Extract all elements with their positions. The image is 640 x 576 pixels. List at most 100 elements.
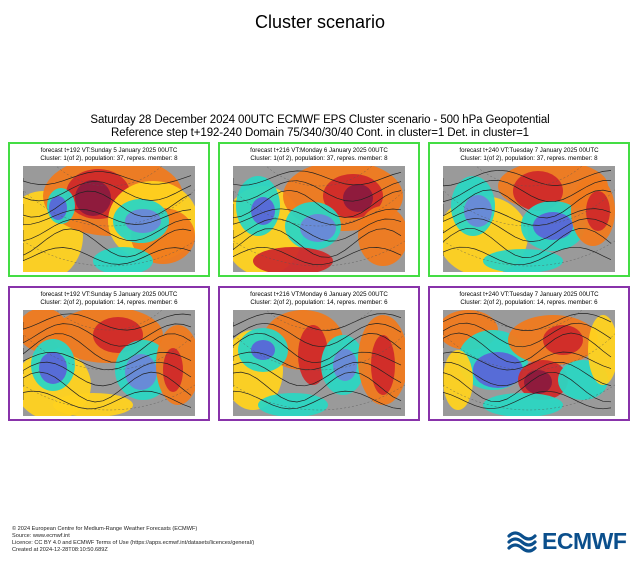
anomaly-area	[49, 196, 67, 220]
geopotential-contour	[443, 361, 612, 387]
anomaly-area	[343, 184, 373, 212]
panel-cluster-line: Cluster: 1(of 2), population: 37, repres…	[250, 154, 388, 162]
panel-forecast-line: forecast t+216 VT:Monday 6 January 2025 …	[250, 147, 388, 154]
map-panel-cluster1-t192: forecast t+192 VT:Sunday 5 January 2025 …	[8, 142, 210, 277]
geopotential-contour	[23, 351, 192, 370]
geopotential-contour	[23, 333, 192, 363]
panel-caption: forecast t+216 VT:Monday 6 January 2025 …	[220, 147, 418, 162]
anomaly-area	[93, 247, 153, 272]
latitude-gridline	[475, 310, 583, 331]
geopotential-contour	[443, 246, 612, 266]
geopotential-contour	[443, 371, 612, 403]
geopotential-contour	[443, 179, 611, 203]
geopotential-contour	[23, 208, 192, 226]
anomaly-area	[53, 393, 133, 416]
anomaly-area	[483, 249, 563, 272]
anomaly-area	[586, 191, 610, 231]
anomaly-area	[125, 354, 157, 390]
latitude-gridline	[23, 333, 195, 371]
geopotential-contour	[23, 218, 192, 242]
geopotential-map	[443, 166, 615, 272]
geopotential-contour	[233, 332, 402, 364]
geopotential-contour	[23, 390, 192, 410]
geopotential-contour	[443, 217, 612, 242]
geopotential-contour	[23, 323, 192, 347]
chart-header-line2: Reference step t+192-240 Domain 75/340/3…	[111, 127, 529, 139]
geopotential-contour	[23, 247, 192, 265]
panel-forecast-line: forecast t+240 VT:Tuesday 7 January 2025…	[459, 147, 599, 154]
latitude-gridline	[443, 333, 615, 371]
geopotential-map	[443, 310, 615, 416]
anomaly-area	[258, 393, 328, 416]
anomaly-area	[513, 171, 563, 211]
geopotential-contour	[443, 189, 612, 219]
geopotential-contour	[443, 169, 612, 187]
geopotential-contour	[443, 227, 612, 258]
anomaly-area	[524, 370, 552, 394]
panel-forecast-line: forecast t+216 VT:Monday 6 January 2025 …	[250, 291, 388, 298]
geopotential-map	[233, 310, 405, 416]
panel-cluster-line: Cluster: 1(of 2), population: 37, repres…	[40, 154, 178, 162]
latitude-gridline	[265, 166, 373, 187]
anomaly-area	[473, 352, 523, 388]
ecmwf-logo-icon	[507, 531, 537, 553]
geopotential-contour	[233, 313, 402, 331]
map-panel-cluster1-t216: forecast t+216 VT:Monday 6 January 2025 …	[218, 142, 420, 277]
panel-forecast-line: forecast t+192 VT:Sunday 5 January 2025 …	[40, 291, 178, 298]
geopotential-map	[233, 166, 405, 272]
latitude-gridline	[55, 166, 163, 187]
panel-cluster-line: Cluster: 2(of 2), population: 14, repres…	[40, 298, 178, 306]
anomaly-area	[358, 206, 405, 266]
map-panel-cluster1-t240: forecast t+240 VT:Tuesday 7 January 2025…	[428, 142, 630, 277]
ecmwf-logo-text: ECMWF	[542, 527, 627, 554]
anomaly-area	[75, 180, 111, 216]
geopotential-contour	[233, 180, 402, 202]
anomaly-area	[533, 212, 573, 240]
panel-caption: forecast t+216 VT:Monday 6 January 2025 …	[220, 291, 418, 306]
panel-caption: forecast t+240 VT:Tuesday 7 January 2025…	[430, 147, 628, 162]
map-panel-cluster2-t240: forecast t+240 VT:Tuesday 7 January 2025…	[428, 286, 630, 421]
footer-source: Source: www.ecmwf.int	[12, 533, 70, 539]
panel-forecast-line: forecast t+192 VT:Sunday 5 January 2025 …	[40, 147, 178, 154]
panel-caption: forecast t+192 VT:Sunday 5 January 2025 …	[10, 291, 208, 306]
map-panel-cluster2-t192: forecast t+192 VT:Sunday 5 January 2025 …	[8, 286, 210, 421]
geopotential-contour	[233, 218, 402, 242]
anomaly-area	[39, 352, 67, 384]
latitude-gridline	[265, 310, 373, 331]
latitude-gridline	[443, 189, 615, 227]
latitude-gridline	[475, 166, 583, 187]
anomaly-area	[543, 325, 583, 355]
geopotential-contour	[233, 361, 402, 387]
geopotential-contour	[23, 228, 192, 258]
geopotential-contour	[443, 208, 612, 226]
anomaly-area	[483, 393, 563, 416]
geopotential-map	[23, 166, 195, 272]
ecmwf-logo: ECMWF	[507, 527, 627, 555]
geopotential-contour	[233, 189, 402, 219]
anomaly-area	[163, 348, 183, 392]
geopotential-contour	[443, 390, 612, 410]
geopotential-contour	[23, 190, 192, 218]
geopotential-contour	[23, 180, 192, 202]
geopotential-contour	[23, 361, 192, 387]
geopotential-contour	[233, 170, 402, 186]
geopotential-contour	[233, 371, 402, 403]
geopotential-contour	[233, 208, 402, 226]
latitude-gridline	[55, 310, 163, 331]
copyright-footer: © 2024 European Centre for Medium-Range …	[12, 526, 254, 554]
map-panel-cluster2-t216: forecast t+216 VT:Monday 6 January 2025 …	[218, 286, 420, 421]
panel-caption: forecast t+192 VT:Sunday 5 January 2025 …	[10, 147, 208, 162]
anomaly-area	[443, 350, 473, 410]
panel-cluster-line: Cluster: 1(of 2), population: 37, repres…	[460, 154, 598, 162]
geopotential-map	[23, 310, 195, 416]
geopotential-contour	[443, 351, 612, 371]
geopotential-contour	[23, 171, 192, 185]
chart-header-line1: Saturday 28 December 2024 00UTC ECMWF EP…	[90, 114, 550, 126]
anomaly-area	[371, 335, 395, 395]
geopotential-contour	[233, 228, 402, 258]
geopotential-contour	[23, 371, 192, 403]
anomaly-area	[251, 340, 275, 360]
geopotential-contour	[23, 313, 192, 331]
panel-cluster-line: Cluster: 2(of 2), population: 14, repres…	[460, 298, 598, 306]
panel-forecast-line: forecast t+240 VT:Tuesday 7 January 2025…	[459, 291, 599, 298]
